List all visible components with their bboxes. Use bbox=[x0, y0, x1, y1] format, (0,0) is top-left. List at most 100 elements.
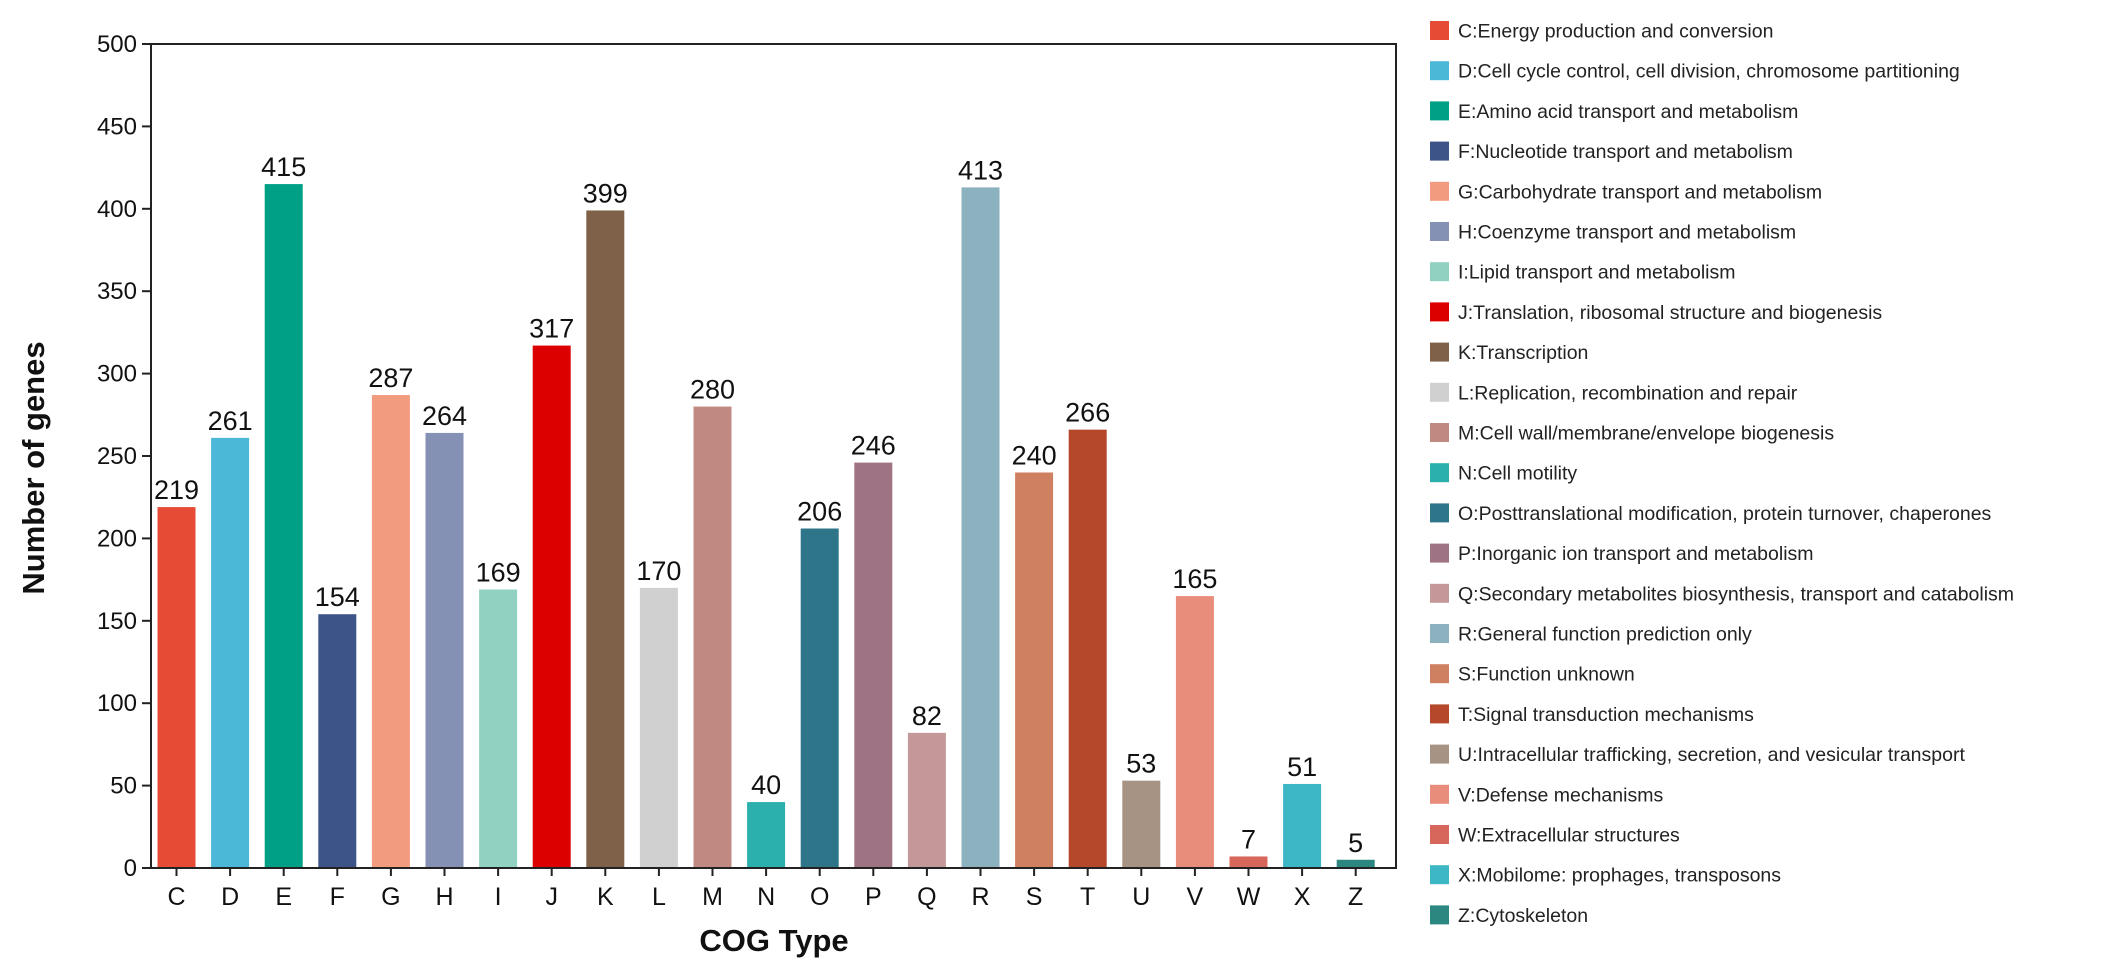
bar-J bbox=[532, 345, 571, 869]
x-tick-label-J: J bbox=[545, 883, 558, 911]
y-tick-label-300: 300 bbox=[97, 361, 137, 388]
legend-swatch-F bbox=[1430, 141, 1449, 161]
bar-N bbox=[747, 802, 786, 868]
data-label-O: 206 bbox=[797, 497, 842, 527]
y-tick-label-100: 100 bbox=[97, 690, 137, 717]
x-tick-label-W: W bbox=[1237, 883, 1261, 911]
legend-label-X: X:Mobilome: prophages, transposons bbox=[1458, 865, 1781, 887]
legend-swatch-X bbox=[1430, 865, 1449, 885]
legend-label-O: O:Posttranslational modification, protei… bbox=[1458, 503, 1992, 525]
x-tick-label-U: U bbox=[1132, 883, 1150, 911]
bar-D bbox=[211, 437, 250, 868]
legend-swatch-K bbox=[1430, 342, 1449, 362]
legend-label-R: R:General function prediction only bbox=[1458, 624, 1752, 646]
legend-label-T: T:Signal transduction mechanisms bbox=[1458, 704, 1754, 726]
data-label-M: 280 bbox=[690, 375, 735, 405]
data-label-C: 219 bbox=[154, 475, 199, 505]
bar-K bbox=[586, 210, 625, 868]
legend-swatch-N bbox=[1430, 463, 1449, 483]
bar-G bbox=[371, 395, 410, 868]
x-tick-label-G: G bbox=[381, 883, 400, 911]
legend-label-Z: Z:Cytoskeleton bbox=[1458, 905, 1588, 927]
x-tick-label-L: L bbox=[652, 883, 666, 911]
legend-label-K: K:Transcription bbox=[1458, 342, 1588, 364]
bar-M bbox=[693, 406, 732, 868]
x-tick-label-P: P bbox=[865, 883, 882, 911]
legend-label-S: S:Function unknown bbox=[1458, 664, 1635, 686]
legend-swatch-U bbox=[1430, 744, 1449, 764]
x-tick-label-K: K bbox=[597, 883, 614, 911]
legend-label-I: I:Lipid transport and metabolism bbox=[1458, 262, 1735, 284]
x-tick-label-X: X bbox=[1294, 883, 1311, 911]
x-tick-label-D: D bbox=[221, 883, 239, 911]
x-tick-label-H: H bbox=[435, 883, 453, 911]
legend-swatch-J bbox=[1430, 302, 1449, 322]
legend-swatch-R bbox=[1430, 624, 1449, 643]
x-tick-label-C: C bbox=[167, 883, 185, 911]
legend-label-N: N:Cell motility bbox=[1458, 463, 1577, 485]
bar-Z bbox=[1336, 859, 1375, 868]
data-label-S: 240 bbox=[1012, 440, 1057, 470]
legend-swatch-I bbox=[1430, 262, 1449, 282]
x-tick-label-O: O bbox=[810, 883, 829, 911]
legend-swatch-O bbox=[1430, 503, 1449, 523]
legend-label-V: V:Defense mechanisms bbox=[1458, 784, 1663, 806]
legend-label-E: E:Amino acid transport and metabolism bbox=[1458, 101, 1798, 123]
bar-I bbox=[479, 589, 518, 868]
legend-swatch-C bbox=[1430, 21, 1449, 40]
y-tick-label-150: 150 bbox=[97, 608, 137, 635]
legend-swatch-Z bbox=[1430, 905, 1449, 925]
legend-swatch-E bbox=[1430, 101, 1449, 121]
y-tick-label-0: 0 bbox=[124, 855, 137, 882]
bar-P bbox=[854, 462, 893, 868]
x-tick-label-Z: Z bbox=[1348, 883, 1363, 911]
bar-F bbox=[318, 614, 357, 868]
x-tick-label-Q: Q bbox=[917, 883, 936, 911]
data-label-D: 261 bbox=[208, 406, 253, 436]
y-tick-label-350: 350 bbox=[97, 278, 137, 305]
x-tick-label-M: M bbox=[702, 883, 723, 911]
legend-label-D: D:Cell cycle control, cell division, chr… bbox=[1458, 61, 1960, 83]
data-label-Z: 5 bbox=[1348, 828, 1363, 858]
x-tick-label-T: T bbox=[1080, 883, 1095, 911]
data-label-U: 53 bbox=[1126, 749, 1156, 779]
x-tick-label-I: I bbox=[495, 883, 502, 911]
data-label-X: 51 bbox=[1287, 752, 1317, 782]
data-label-J: 317 bbox=[529, 314, 574, 344]
legend-swatch-S bbox=[1430, 664, 1449, 684]
y-axis-title: Number of genes bbox=[16, 341, 51, 594]
data-label-W: 7 bbox=[1241, 824, 1256, 854]
y-tick-label-200: 200 bbox=[97, 525, 137, 552]
legend-swatch-T bbox=[1430, 704, 1449, 724]
bar-Q bbox=[907, 732, 946, 868]
data-label-F: 154 bbox=[315, 582, 360, 612]
y-tick-label-450: 450 bbox=[97, 113, 137, 140]
legend-label-C: C:Energy production and conversion bbox=[1458, 21, 1773, 43]
x-tick-label-E: E bbox=[275, 883, 292, 911]
y-tick-label-50: 50 bbox=[110, 773, 137, 800]
legend-label-U: U:Intracellular trafficking, secretion, … bbox=[1458, 744, 1965, 766]
plot-area: 219 261 415 154 287 264 169 317 399 170 280 40 206 24… bbox=[150, 43, 1397, 869]
bar-C bbox=[157, 507, 196, 868]
legend-swatch-V bbox=[1430, 784, 1449, 804]
data-label-G: 287 bbox=[368, 363, 413, 393]
data-label-T: 266 bbox=[1065, 398, 1110, 428]
y-tick-label-400: 400 bbox=[97, 196, 137, 223]
data-label-R: 413 bbox=[958, 155, 1003, 185]
data-label-E: 415 bbox=[261, 152, 306, 182]
data-label-H: 264 bbox=[422, 401, 467, 431]
data-label-K: 399 bbox=[583, 178, 628, 208]
bar-U bbox=[1122, 780, 1161, 868]
y-axis: 0 50 100 150 200 250 300 350 400 450 500 bbox=[97, 31, 151, 882]
x-axis-title: COG Type bbox=[699, 923, 848, 958]
bar-T bbox=[1068, 429, 1107, 868]
bar-O bbox=[800, 528, 839, 868]
legend-label-L: L:Replication, recombination and repair bbox=[1458, 382, 1798, 404]
data-label-P: 246 bbox=[851, 431, 896, 461]
y-tick-label-500: 500 bbox=[97, 31, 137, 58]
legend-swatch-P bbox=[1430, 543, 1449, 563]
bar-V bbox=[1175, 596, 1214, 868]
bar-W bbox=[1229, 856, 1268, 868]
